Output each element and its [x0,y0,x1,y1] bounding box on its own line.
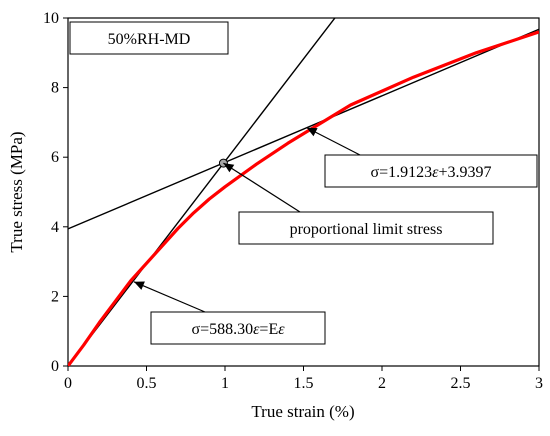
x-tick-label: 0 [64,375,72,392]
annotation-arrowhead [223,163,235,173]
condition-label-box: 50%RH-MD [69,21,229,55]
plastic-fit-line [68,28,539,230]
annotation-arrow [223,162,301,213]
stress-strain-curve [68,30,539,366]
y-tick-label: 2 [51,288,59,305]
annotation-arrowhead [133,281,145,290]
x-axis-title: True strain (%) [251,402,354,421]
annotation-label-part: =E [259,321,278,338]
x-tick-label: 0.5 [137,375,157,392]
x-tick-label: 2 [378,375,386,392]
annotation-label-part: ε [278,321,285,338]
x-tick-label: 1 [221,375,229,392]
annotation-label: proportional limit stress [290,221,443,238]
y-tick-label: 8 [51,80,59,97]
y-tick-label: 10 [43,10,59,27]
annotation-label-part: +3.9397 [438,164,491,181]
y-tick-label: 6 [51,149,59,166]
y-tick-label: 4 [51,219,59,236]
x-tick-label: 1.5 [294,375,314,392]
annotation: proportional limit stress [223,162,494,245]
annotation-label-part: ε [432,164,439,181]
x-axis: 0 0.5 1 1.5 2 2.5 3 [64,366,543,392]
annotation-label-part: σ=588.30 [191,321,253,338]
annotation-arrow [133,281,206,313]
x-tick-label: 3 [535,375,543,392]
y-axis-title: True stress (MPa) [7,131,26,252]
annotation-box [238,211,494,245]
annotation-label: σ=588.30ε=Eε [191,321,285,338]
annotation-box [324,154,538,188]
annotation-label-part: ε [253,321,260,338]
annotation-label: σ=1.9123ε+3.9397 [371,164,492,181]
annotation-label-part: σ=1.9123 [371,164,433,181]
annotation-box [150,311,326,345]
y-axis: 0 2 4 6 8 10 [43,10,68,375]
y-tick-label: 0 [51,358,59,375]
condition-label: 50%RH-MD [108,31,191,48]
annotation: σ=588.30ε=Eε [133,281,326,345]
plot-area [68,18,539,366]
x-tick-label: 2.5 [451,375,471,392]
annotation-arrowhead [306,127,318,137]
annotation-label-part: proportional limit stress [290,221,443,238]
annotation: σ=1.9123ε+3.9397 [306,127,538,188]
